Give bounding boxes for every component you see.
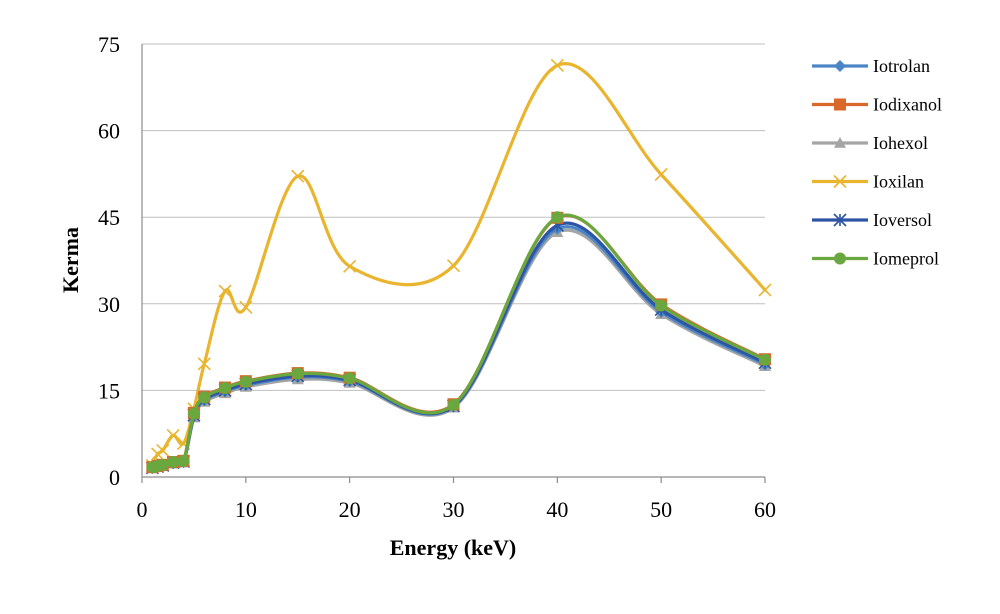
legend-label: Ioversol (873, 210, 932, 230)
legend-marker (834, 252, 846, 265)
series-iomeprol (146, 211, 771, 474)
x-tick-label: 20 (339, 497, 361, 522)
legend-item: Ioversol (812, 210, 932, 230)
legend-item: Iohexol (812, 133, 928, 153)
data-point (218, 284, 232, 298)
series-iodixanol (146, 211, 771, 474)
data-point (291, 367, 304, 380)
data-point (343, 259, 357, 273)
series-line (150, 213, 767, 469)
x-tick-label: 10 (235, 497, 257, 522)
data-point (197, 357, 211, 371)
series-line (150, 213, 767, 469)
y-axis-title: Kerma (58, 227, 83, 293)
legend-marker (833, 213, 847, 227)
legend-marker (834, 60, 846, 72)
data-point (654, 167, 668, 182)
series-line (150, 228, 767, 470)
legend-label: Iotrolan (873, 56, 930, 76)
x-tick-label: 50 (650, 497, 672, 522)
data-point (239, 300, 253, 314)
x-tick-label: 60 (754, 497, 776, 522)
data-point (219, 382, 232, 395)
legend-marker (834, 98, 846, 111)
legend-item: Iomeprol (812, 249, 939, 269)
legend-label: Iodixanol (873, 95, 942, 115)
data-point (239, 375, 252, 388)
series-line (150, 225, 767, 470)
data-point (291, 169, 305, 183)
y-tick-label: 45 (98, 205, 120, 230)
y-tick-label: 0 (109, 465, 120, 490)
y-tick-labels: 0 15 30 45 60 75 (98, 32, 120, 490)
data-point (343, 372, 356, 385)
series-iohexol (146, 226, 771, 474)
legend-marker (833, 174, 847, 189)
legend-item: Iotrolan (812, 56, 930, 76)
data-point (446, 259, 461, 273)
data-point (759, 353, 771, 366)
x-tick-label: 0 (137, 497, 148, 522)
gridlines (142, 43, 765, 391)
data-point (166, 428, 180, 442)
series-ioxilan (145, 58, 772, 473)
y-tick-label: 15 (98, 378, 120, 403)
legend-label: Ioxilan (873, 172, 924, 192)
data-point (177, 454, 190, 467)
x-tick-labels: 0 10 20 30 40 50 60 (137, 477, 776, 522)
legend: Iotrolan Iodixanol Iohexol Ioxilan Ioversol I… (812, 56, 942, 269)
legend-item: Ioxilan (812, 172, 924, 192)
data-point (550, 58, 564, 72)
data-point (167, 455, 180, 468)
data-point (551, 211, 564, 224)
legend-item: Iodixanol (812, 95, 942, 115)
legend-label: Iohexol (873, 133, 928, 153)
data-point (758, 283, 772, 297)
y-tick-label: 30 (98, 292, 120, 317)
x-tick-label: 30 (443, 497, 465, 522)
legend-marker (834, 137, 846, 148)
data-point (198, 391, 211, 404)
y-tick-label: 75 (98, 32, 120, 57)
legend-label: Iomeprol (873, 249, 939, 269)
data-point (447, 398, 460, 411)
x-tick-label: 40 (546, 497, 568, 522)
y-tick-label: 60 (98, 119, 120, 144)
data-point (156, 458, 169, 471)
plot-area (145, 58, 772, 475)
data-point (156, 443, 170, 458)
data-point (187, 407, 200, 420)
data-point (655, 299, 668, 312)
x-axis-title: Energy (keV) (390, 535, 516, 560)
